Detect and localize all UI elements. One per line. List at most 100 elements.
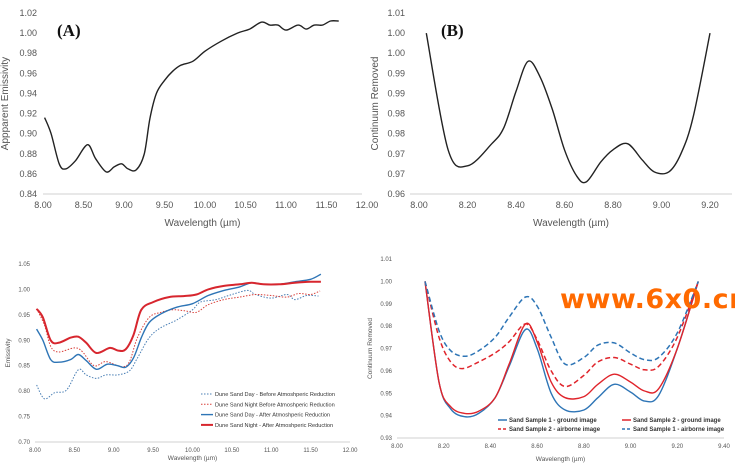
y-tick-label: 0.98 [387, 109, 405, 119]
y-tick-label: 1.02 [19, 8, 37, 18]
y-tick-label: 0.90 [18, 338, 30, 344]
x-tick-label: 10.50 [234, 200, 257, 210]
y-tick-label: 0.96 [380, 369, 392, 375]
y-tick-label: 0.93 [380, 436, 392, 442]
legend-label: Sand Sample 2 - ground image [633, 418, 721, 424]
chart-b: 8.00 8.20 8.40 8.60 8.80 9.00 9.20 0.96 0.97 0.97… [370, 8, 732, 229]
series-line-1 [43, 20, 339, 173]
y-tick-label: 1.00 [18, 287, 30, 293]
y-tick-label: 0.99 [387, 88, 405, 98]
x-tick-label: 12.00 [342, 448, 358, 454]
chart-c: 8.00 8.50 9.00 9.50 10.00 10.50 11.00 11.50 12.0… [5, 262, 358, 462]
legend-label: Sand Sample 2 - airborne image [509, 427, 601, 433]
x-tick-label: 8.00 [391, 444, 403, 450]
series-line-4 [424, 281, 699, 366]
chart-d: 8.00 8.20 8.40 8.60 8.80 9.00 9.20 9.40 0.93 0.94… [367, 257, 730, 463]
x-tick-label: 8.80 [604, 200, 622, 210]
chart-a: 8.00 8.50 9.00 9.50 10.00 10.50 11.00 11.50 12.0… [0, 8, 378, 229]
x-tick-label: 8.20 [459, 200, 477, 210]
y-axis-label: Emissivity [5, 338, 12, 368]
x-tick-label: 10.00 [185, 448, 201, 454]
legend-label: Sand Sample 1 - ground image [509, 418, 597, 424]
y-tick-label: 1.00 [387, 28, 405, 38]
y-tick-label: 0.94 [19, 88, 37, 98]
panel-label: (A) [57, 21, 81, 40]
series-line-3 [35, 273, 322, 371]
x-tick-label: 9.00 [653, 200, 671, 210]
y-tick-label: 0.86 [19, 169, 37, 179]
y-tick-label: 0.97 [387, 149, 405, 159]
x-tick-label: 8.50 [75, 200, 93, 210]
y-tick-label: 0.92 [19, 109, 37, 119]
x-tick-label: 9.00 [108, 448, 120, 454]
y-tick-label: 0.97 [387, 169, 405, 179]
y-tick-label: 0.96 [387, 189, 405, 199]
y-tick-label: 0.84 [19, 189, 37, 199]
x-axis-label: Wavelength (µm) [165, 218, 241, 229]
series-line-3 [424, 281, 700, 388]
x-tick-label: 11.50 [303, 448, 318, 454]
y-tick-label: 1.00 [387, 48, 405, 58]
x-tick-label: 12.00 [356, 200, 379, 210]
x-tick-label: 9.20 [701, 200, 719, 210]
x-axis-label: Wavelength (µm) [536, 456, 585, 463]
y-tick-label: 0.96 [19, 68, 37, 78]
x-tick-label: 8.80 [578, 444, 590, 450]
series-line-4 [35, 280, 321, 355]
y-axis-label: Appparent Emissivity [0, 57, 11, 150]
y-tick-label: 1.00 [380, 279, 392, 285]
x-tick-label: 9.50 [156, 200, 174, 210]
y-tick-label: 0.75 [18, 415, 30, 421]
y-axis-label: Continuum Removed [370, 57, 381, 151]
x-tick-label: 8.20 [438, 444, 450, 450]
y-tick-label: 0.97 [380, 347, 392, 353]
x-tick-label: 9.50 [147, 448, 159, 454]
legend-label: Dune Sand Day - Before Atmoshperic Reduc… [215, 392, 335, 398]
x-tick-label: 9.40 [718, 444, 730, 450]
x-tick-label: 8.50 [69, 448, 81, 454]
y-tick-label: 0.88 [19, 149, 37, 159]
series-line-2 [36, 290, 321, 368]
y-tick-label: 0.90 [19, 129, 37, 139]
x-tick-label: 9.20 [671, 444, 683, 450]
y-tick-label: 0.95 [380, 391, 392, 397]
y-tick-label: 1.00 [19, 28, 37, 38]
y-tick-label: 1.01 [380, 257, 392, 263]
x-tick-label: 8.60 [531, 444, 543, 450]
x-tick-label: 11.00 [264, 448, 279, 454]
x-tick-label: 8.60 [556, 200, 574, 210]
legend-label: Dune Sand Night Before Atmoshperic Reduc… [215, 402, 335, 408]
x-tick-label: 8.00 [410, 200, 428, 210]
y-tick-label: 0.95 [18, 313, 30, 319]
x-axis-label: Wavelength (µm) [533, 218, 609, 229]
panel-label: (B) [441, 21, 464, 40]
y-tick-label: 0.99 [387, 68, 405, 78]
x-tick-label: 8.00 [29, 448, 41, 454]
x-tick-label: 8.40 [485, 444, 497, 450]
x-tick-label: 11.50 [316, 200, 338, 210]
x-tick-label: 9.00 [115, 200, 133, 210]
y-tick-label: 0.98 [387, 129, 405, 139]
y-tick-label: 0.99 [380, 302, 392, 308]
x-tick-label: 10.00 [194, 200, 217, 210]
y-tick-label: 1.05 [18, 262, 30, 268]
y-axis-label: Continuum Removed [367, 318, 374, 379]
y-tick-label: 1.01 [387, 8, 405, 18]
watermark: www.6x0.cn [560, 284, 735, 315]
series-line-2 [424, 281, 699, 415]
x-tick-label: 8.00 [34, 200, 52, 210]
x-tick-label: 11.00 [275, 200, 297, 210]
y-tick-label: 0.80 [18, 389, 30, 395]
series-line-1 [425, 32, 711, 184]
y-tick-label: 0.98 [19, 48, 37, 58]
y-tick-label: 0.85 [18, 364, 30, 370]
x-tick-label: 8.40 [507, 200, 525, 210]
x-tick-label: 10.50 [224, 448, 240, 454]
y-tick-label: 0.94 [380, 414, 392, 420]
legend-label: Dune Sand Night - After Atmoshperic Redu… [215, 423, 333, 429]
y-tick-label: 0.70 [18, 440, 30, 446]
y-tick-label: 0.98 [380, 324, 392, 330]
x-axis-label: Wavelength (µm) [168, 455, 217, 462]
